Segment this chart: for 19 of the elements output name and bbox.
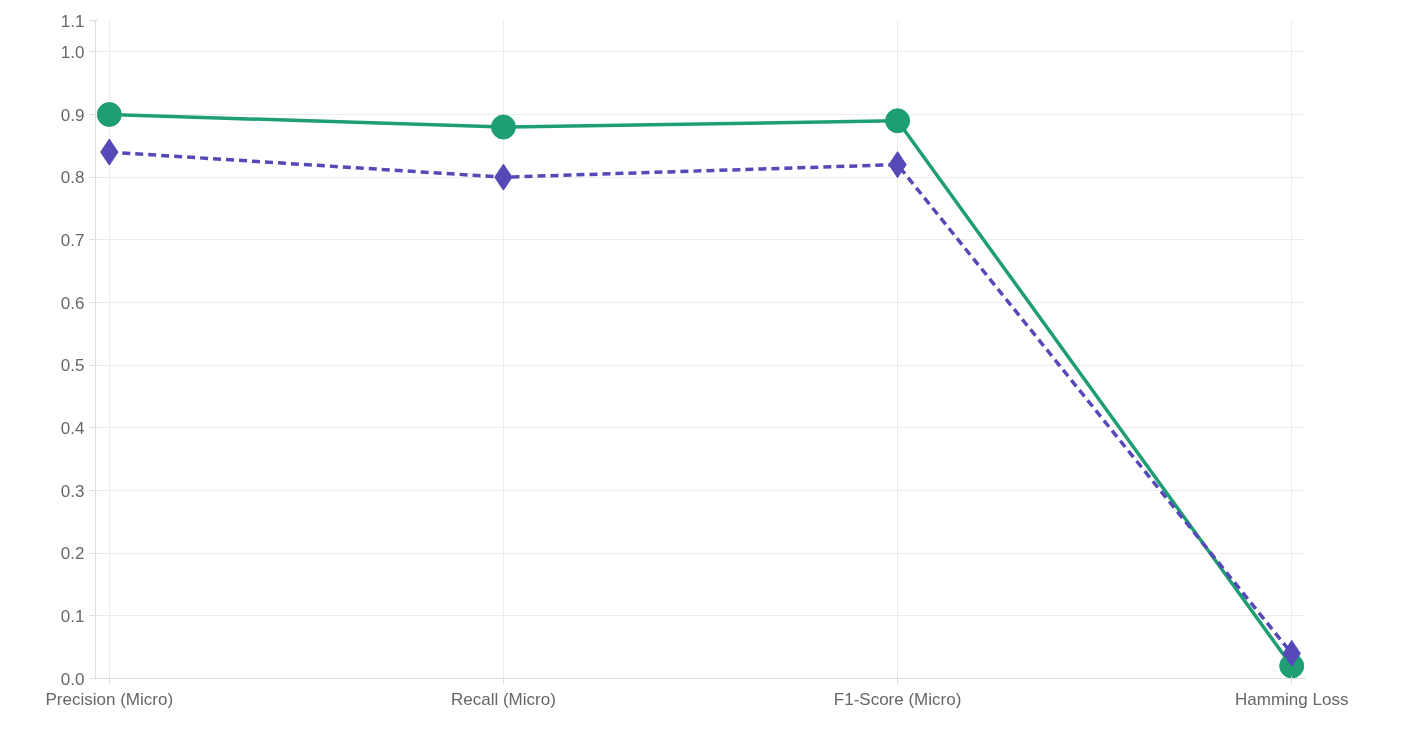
x-tick-label: Recall (Micro) [451,689,556,709]
point [490,114,516,140]
y-tick-label: 0.8 [60,168,85,188]
y-tick-label: 0.0 [60,669,85,689]
y-tick-label: 0.7 [60,230,85,250]
point [96,102,122,127]
y-tick-label: 0.6 [60,293,85,313]
y-tick-label: 0.5 [60,356,85,376]
y-tick-label: 0.1 [60,606,85,626]
point [885,108,911,134]
y-tick-label: 1.0 [60,42,85,62]
x-tick-label: Precision (Micro) [45,689,174,709]
x-tick-label: Hamming Loss [1235,689,1349,709]
x-tick-label: F1-Score (Micro) [833,689,962,709]
y-tick-label: 0.3 [60,481,85,501]
y-tick-label: 1.1 [60,11,85,31]
y-tick-label: 0.4 [60,418,85,438]
y-tick-label: 0.2 [60,544,85,564]
y-tick-label: 0.9 [60,105,85,125]
